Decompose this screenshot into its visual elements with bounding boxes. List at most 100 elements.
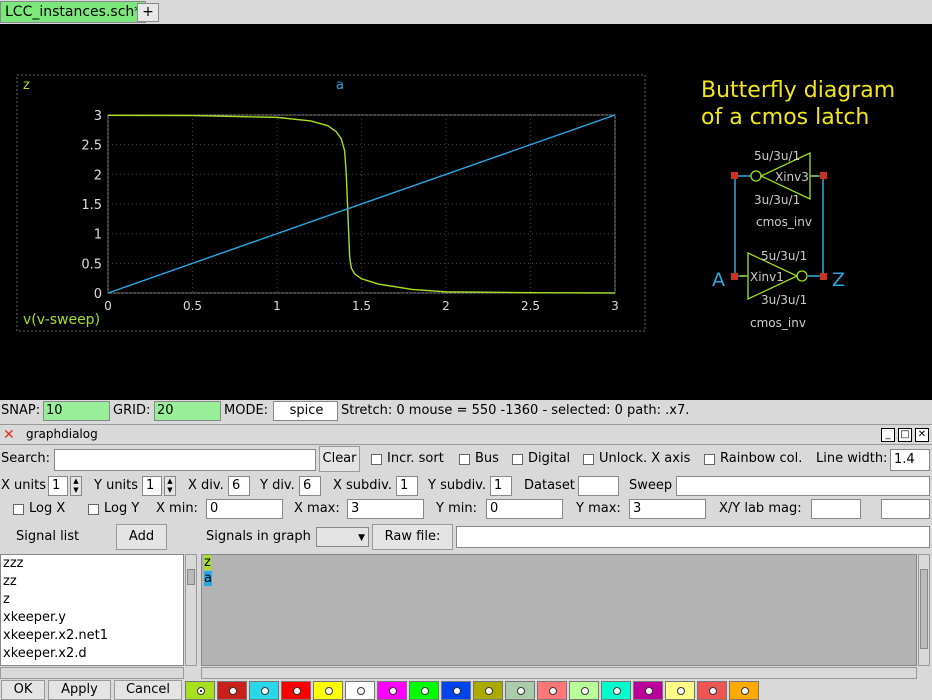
list-item[interactable]: xkeeper.x2.net1: [3, 628, 108, 643]
color-swatch[interactable]: [409, 681, 439, 700]
y-units-input[interactable]: 1: [142, 476, 162, 496]
scroll-thumb[interactable]: [920, 569, 928, 649]
radio-indicator: [389, 687, 397, 695]
y-lab-mag-input[interactable]: [881, 499, 930, 519]
list-item[interactable]: zz: [3, 574, 17, 589]
digital-checkbox[interactable]: [512, 454, 523, 465]
raw-file-input[interactable]: [456, 526, 930, 548]
color-swatch[interactable]: [569, 681, 599, 700]
search-input[interactable]: [54, 449, 316, 471]
color-swatch[interactable]: [377, 681, 407, 700]
series-line-z: [107, 114, 616, 294]
radio-indicator: [453, 687, 461, 695]
list-item[interactable]: z: [3, 592, 10, 607]
list-item[interactable]: xkeeper.x2.d: [3, 646, 87, 661]
color-swatch[interactable]: [281, 681, 311, 700]
x-div-input[interactable]: 6: [228, 476, 250, 496]
sweep-input[interactable]: [676, 476, 930, 496]
inv-top-size-bottom: 3u/3u/1: [754, 193, 800, 207]
x-tick-label: 2: [442, 299, 450, 313]
x-lab-mag-input[interactable]: [811, 499, 861, 519]
raw-file-button[interactable]: Raw file:: [372, 524, 453, 550]
digital-label: Digital: [528, 451, 571, 466]
inverter-bottom[interactable]: [740, 251, 808, 301]
list-item[interactable]: zzz: [3, 556, 24, 571]
graph-signal-line[interactable]: a: [202, 571, 916, 587]
radio-indicator: [677, 687, 685, 695]
tab-lcc-instances[interactable]: LCC_instances.sch*: [0, 1, 147, 23]
close-icon[interactable]: ✕: [915, 428, 929, 442]
x-max-input[interactable]: 3: [347, 499, 424, 519]
graph-signals-vscroll[interactable]: [918, 554, 930, 666]
schematic-canvas[interactable]: 0 0 0.5 0.5 1 1 1.5 1.5 2 2 2.5 2.5 3 3 z a v(v-sweep…: [0, 24, 932, 400]
add-button[interactable]: Add: [116, 524, 167, 550]
legend-z: z: [23, 78, 30, 93]
graph-signals-hscroll[interactable]: [201, 667, 917, 679]
tick-labels: 00 0.5 0.5 1 1 1.5 1.5 2 2 2.5 2.5 3 3: [81, 109, 619, 313]
y-div-input[interactable]: 6: [299, 476, 321, 496]
x-tick-label: 0.5: [183, 299, 202, 313]
color-swatch[interactable]: [729, 681, 759, 700]
color-swatch[interactable]: [441, 681, 471, 700]
series-group: [107, 114, 616, 294]
clear-button[interactable]: Clear: [319, 446, 360, 472]
radio-indicator: [645, 687, 653, 695]
mode-field[interactable]: spice: [273, 401, 338, 421]
color-swatch[interactable]: [249, 681, 279, 700]
cancel-button[interactable]: Cancel: [114, 680, 182, 700]
signal-list-hscroll[interactable]: [0, 667, 184, 679]
color-swatch[interactable]: [345, 681, 375, 700]
bus-checkbox[interactable]: [459, 454, 470, 465]
signals-dropdown[interactable]: ▼: [316, 527, 369, 547]
y-max-input[interactable]: 3: [629, 499, 706, 519]
y-subdiv-input[interactable]: 1: [490, 476, 512, 496]
minimize-icon[interactable]: _: [881, 428, 895, 442]
signal-list-vscroll[interactable]: [185, 554, 197, 666]
color-swatch[interactable]: [537, 681, 567, 700]
color-swatch[interactable]: [313, 681, 343, 700]
signal-list[interactable]: zzz zz z xkeeper.y xkeeper.x2.net1 xkeeper.x2…: [0, 554, 184, 666]
list-item[interactable]: xkeeper.y: [3, 610, 66, 625]
canvas-svg: 00 0.5 0.5 1 1 1.5 1.5 2 2 2.5 2.5 3 3 z a v(v-sweep…: [16, 74, 895, 332]
graph-signal-name: a: [204, 571, 212, 586]
pin-a-label: A: [712, 269, 725, 291]
color-swatch[interactable]: [217, 681, 247, 700]
ok-button[interactable]: OK: [1, 680, 45, 700]
inv-bottom-name: Xinv1: [750, 270, 784, 284]
color-swatch[interactable]: [185, 681, 215, 700]
add-tab-button[interactable]: +: [137, 3, 159, 22]
status-bar: SNAP: 10 GRID: 20 MODE: spice Stretch: 0…: [0, 400, 932, 422]
line-width-label: Line width:: [816, 451, 888, 466]
line-width-input[interactable]: 1.4: [890, 449, 930, 471]
color-swatch[interactable]: [633, 681, 663, 700]
rainbow-checkbox[interactable]: [704, 454, 715, 465]
radio-indicator: [613, 687, 621, 695]
apply-button[interactable]: Apply: [48, 680, 111, 700]
unlock-x-checkbox[interactable]: [583, 454, 594, 465]
dataset-input[interactable]: [578, 476, 619, 496]
inv-bottom-size-bottom: 3u/3u/1: [761, 293, 807, 307]
color-swatch[interactable]: [665, 681, 695, 700]
color-swatch[interactable]: [697, 681, 727, 700]
x-units-spinner[interactable]: ▲ ▼: [70, 476, 82, 496]
x-subdiv-input[interactable]: 1: [396, 476, 418, 496]
y-min-input[interactable]: 0: [486, 499, 563, 519]
incr-sort-checkbox[interactable]: [371, 454, 382, 465]
x-min-input[interactable]: 0: [206, 499, 283, 519]
log-y-checkbox[interactable]: [88, 504, 99, 515]
color-swatch[interactable]: [601, 681, 631, 700]
color-swatch[interactable]: [505, 681, 535, 700]
x-div-label: X div.: [188, 478, 224, 493]
inverter-top[interactable]: [750, 151, 818, 201]
grid-field[interactable]: 20: [154, 401, 221, 421]
x-units-input[interactable]: 1: [48, 476, 68, 496]
graph-signal-line[interactable]: z: [202, 555, 916, 571]
scroll-thumb[interactable]: [187, 569, 195, 585]
log-x-checkbox[interactable]: [13, 504, 24, 515]
color-swatch[interactable]: [473, 681, 503, 700]
y-units-spinner[interactable]: ▲ ▼: [164, 476, 176, 496]
snap-field[interactable]: 10: [43, 401, 110, 421]
maximize-icon[interactable]: □: [898, 428, 912, 442]
inv-top-name: Xinv3: [775, 170, 809, 184]
